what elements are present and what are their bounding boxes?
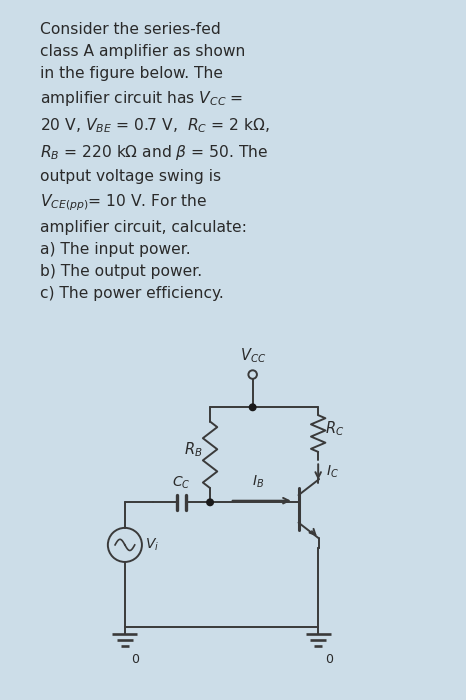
Circle shape [207,499,213,505]
Text: 0: 0 [131,653,139,666]
Text: 0: 0 [325,653,333,666]
Text: $V_{CC}$: $V_{CC}$ [240,346,266,365]
Text: $R_C$: $R_C$ [325,419,344,438]
Text: $V_i$: $V_i$ [145,537,159,553]
Text: $C_C$: $C_C$ [172,475,191,491]
Text: Consider the series‑fed
class A amplifier as shown
in the figure below. The
ampl: Consider the series‑fed class A amplifie… [40,22,270,301]
Circle shape [249,404,256,411]
Text: $R_B$: $R_B$ [184,440,202,459]
Text: $I_C$: $I_C$ [326,464,339,480]
Text: $I_B$: $I_B$ [252,473,265,490]
